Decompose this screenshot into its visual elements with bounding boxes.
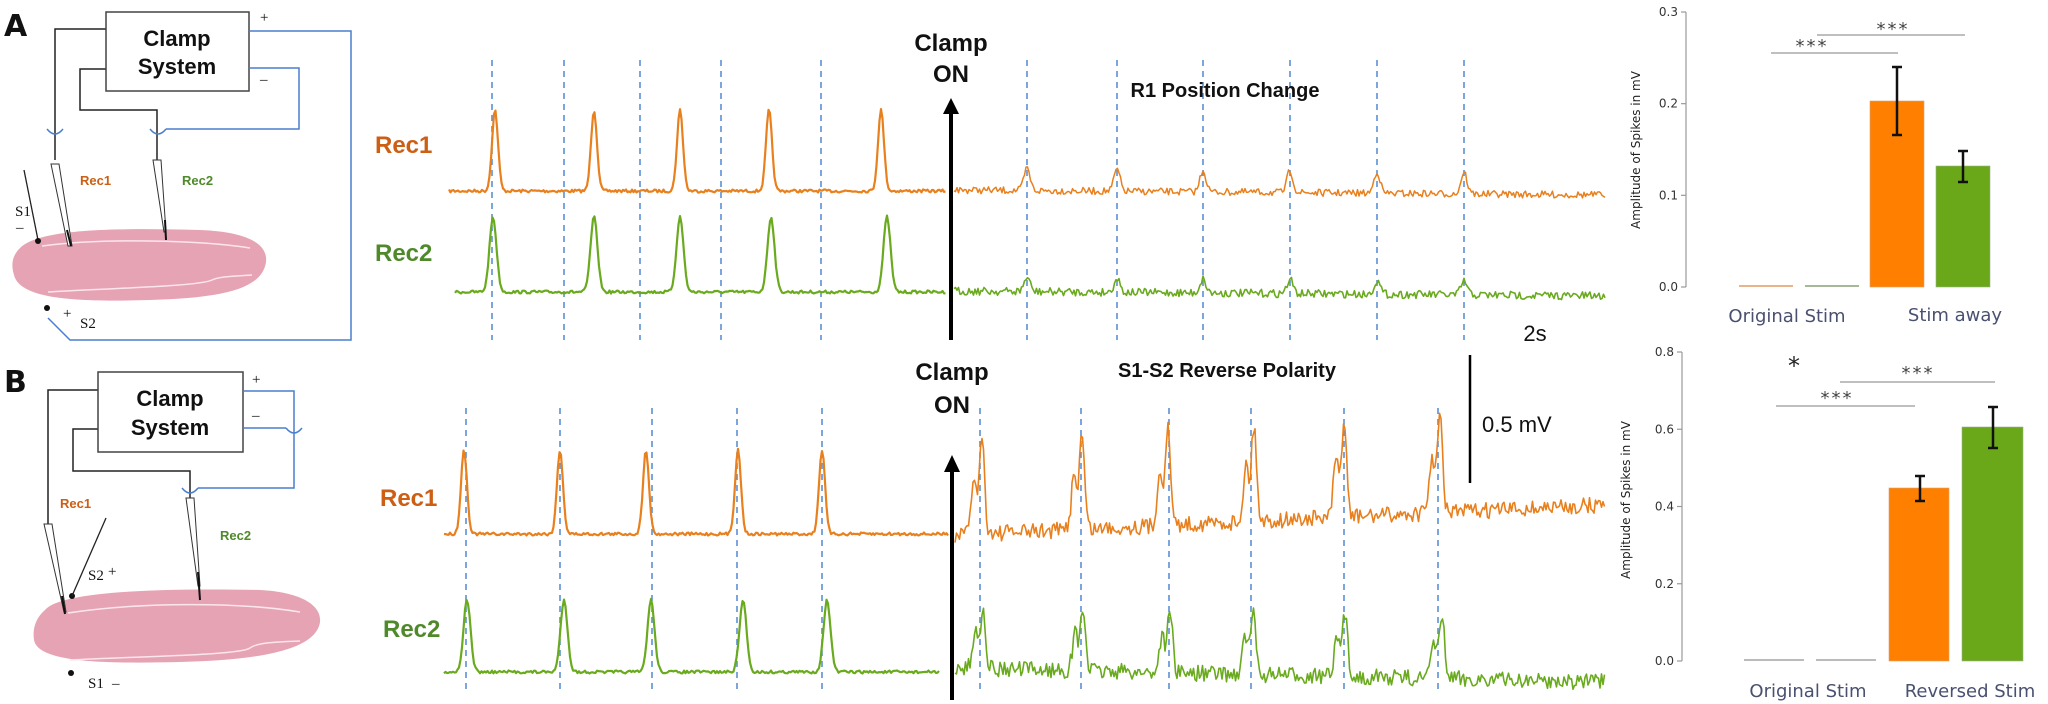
y-tick-label: 0.1	[1659, 188, 1678, 202]
y-tick-label: 0.2	[1655, 577, 1674, 591]
y-axis-label-b: Amplitude of Spikes in mV	[1619, 420, 1633, 579]
condition-title-b: S1-S2 Reverse Polarity	[1118, 360, 1337, 382]
s2-sign-a: +	[63, 306, 71, 322]
trace-label-rec2-a: Rec2	[375, 240, 432, 267]
significance-a-1: ***	[1796, 36, 1829, 57]
clamp-on-label-a2: ON	[933, 61, 969, 88]
plus-sign-a: +	[260, 10, 268, 26]
s1-electrode-a	[35, 238, 41, 244]
clamp-box-label-a2: System	[138, 54, 216, 79]
s1-electrode-b	[68, 670, 74, 676]
diagram-a: Clamp System + – Rec1 Rec2 S1 – + S2	[12, 10, 352, 341]
y-axis-label-a: Amplitude of Spikes in mV	[1629, 70, 1643, 229]
plus-sign-b: +	[252, 372, 260, 388]
clamp-on-label-b1: Clamp	[915, 359, 988, 386]
condition-title-a: R1 Position Change	[1131, 80, 1320, 102]
bar-a-orig-rec1	[1739, 285, 1793, 287]
y-tick-label: 0.4	[1655, 500, 1674, 514]
diagram-rec2-label-a: Rec2	[182, 173, 213, 188]
bar-a-away-rec2	[1935, 165, 1991, 288]
diagram-rec1-label-a: Rec1	[80, 173, 111, 188]
panel-letter-a: A	[4, 9, 28, 44]
scale-bar: 2s 0.5 mV	[1468, 321, 1552, 483]
x-category-a-1: Original Stim	[1728, 306, 1845, 327]
clamp-box-label-b1: Clamp	[136, 386, 203, 411]
clamp-on-label-b2: ON	[934, 392, 970, 419]
clamp-box-label-b2: System	[131, 415, 209, 440]
s1-label-b: S1	[88, 676, 104, 692]
clamp-on-label-a1: Clamp	[914, 30, 987, 57]
voltage-traces	[443, 108, 1606, 690]
y-tick-label: 0.0	[1655, 654, 1674, 668]
clamp-system-box-a	[105, 11, 250, 92]
s2-label-a: S2	[80, 316, 96, 332]
y-tick-label: 0.2	[1659, 97, 1678, 111]
bar-chart-a: 0.0 0.1 0.2 0.3 Amplitude of Spikes in mV *…	[1629, 5, 2002, 327]
diagram-rec1-label-b: Rec1	[60, 496, 91, 511]
trace-label-rec1-b: Rec1	[380, 485, 437, 512]
bar-a-orig-rec2	[1805, 285, 1859, 287]
clamp-on-marker-a: Clamp ON	[914, 30, 988, 340]
minus-sign-a: –	[259, 72, 268, 88]
significance-b-1: ***	[1821, 388, 1854, 409]
x-category-b-1: Original Stim	[1749, 681, 1866, 702]
diagram-b: Clamp System + – Rec1 Rec2 S2 + S1 –	[33, 371, 321, 692]
clamp-box-label-a1: Clamp	[143, 26, 210, 51]
x-category-b-2: Reversed Stim	[1905, 681, 2036, 702]
s2-electrode-a	[44, 305, 50, 311]
s2-label-b: S2	[88, 568, 104, 584]
bar-b-rev-rec2	[1961, 426, 2024, 662]
arrow-up-icon	[944, 455, 960, 472]
trace-label-rec1-a: Rec1	[375, 132, 432, 159]
s1-sign-b: –	[111, 676, 120, 692]
y-tick-label: 0.6	[1655, 422, 1674, 436]
y-tick-label: 0.3	[1659, 5, 1678, 19]
x-category-a-2: Stim away	[1908, 305, 2003, 326]
scale-time-label: 2s	[1523, 321, 1546, 346]
clamp-on-marker-b: Clamp ON	[915, 359, 989, 700]
y-tick-label: 0.8	[1655, 345, 1674, 359]
y-tick-label: 0.0	[1659, 280, 1678, 294]
minus-sign-b: –	[251, 408, 260, 424]
s2-sign-b: +	[108, 564, 116, 580]
trace-label-rec2-b: Rec2	[383, 616, 440, 643]
significance-b-2: ***	[1902, 363, 1935, 384]
tissue-a	[12, 229, 267, 301]
bar-b-orig-rec2	[1816, 659, 1876, 661]
panel-letter-b: B	[4, 365, 27, 400]
bar-b-orig-rec1	[1744, 659, 1804, 661]
diagram-rec2-label-b: Rec2	[220, 528, 251, 543]
bar-chart-b: 0.0 0.2 0.4 0.6 0.8 Amplitude of Spikes in m…	[1619, 345, 2035, 702]
scale-voltage-label: 0.5 mV	[1482, 412, 1552, 437]
significance-a-2: ***	[1877, 19, 1910, 40]
significance-b-0: *	[1788, 352, 1802, 380]
clamp-system-box-b	[97, 371, 244, 453]
bar-b-rev-rec1	[1888, 487, 1950, 662]
s1-sign-a: –	[15, 220, 24, 236]
tissue-b	[33, 589, 321, 663]
s1-label-a: S1	[15, 204, 31, 220]
arrow-up-icon	[943, 98, 959, 114]
